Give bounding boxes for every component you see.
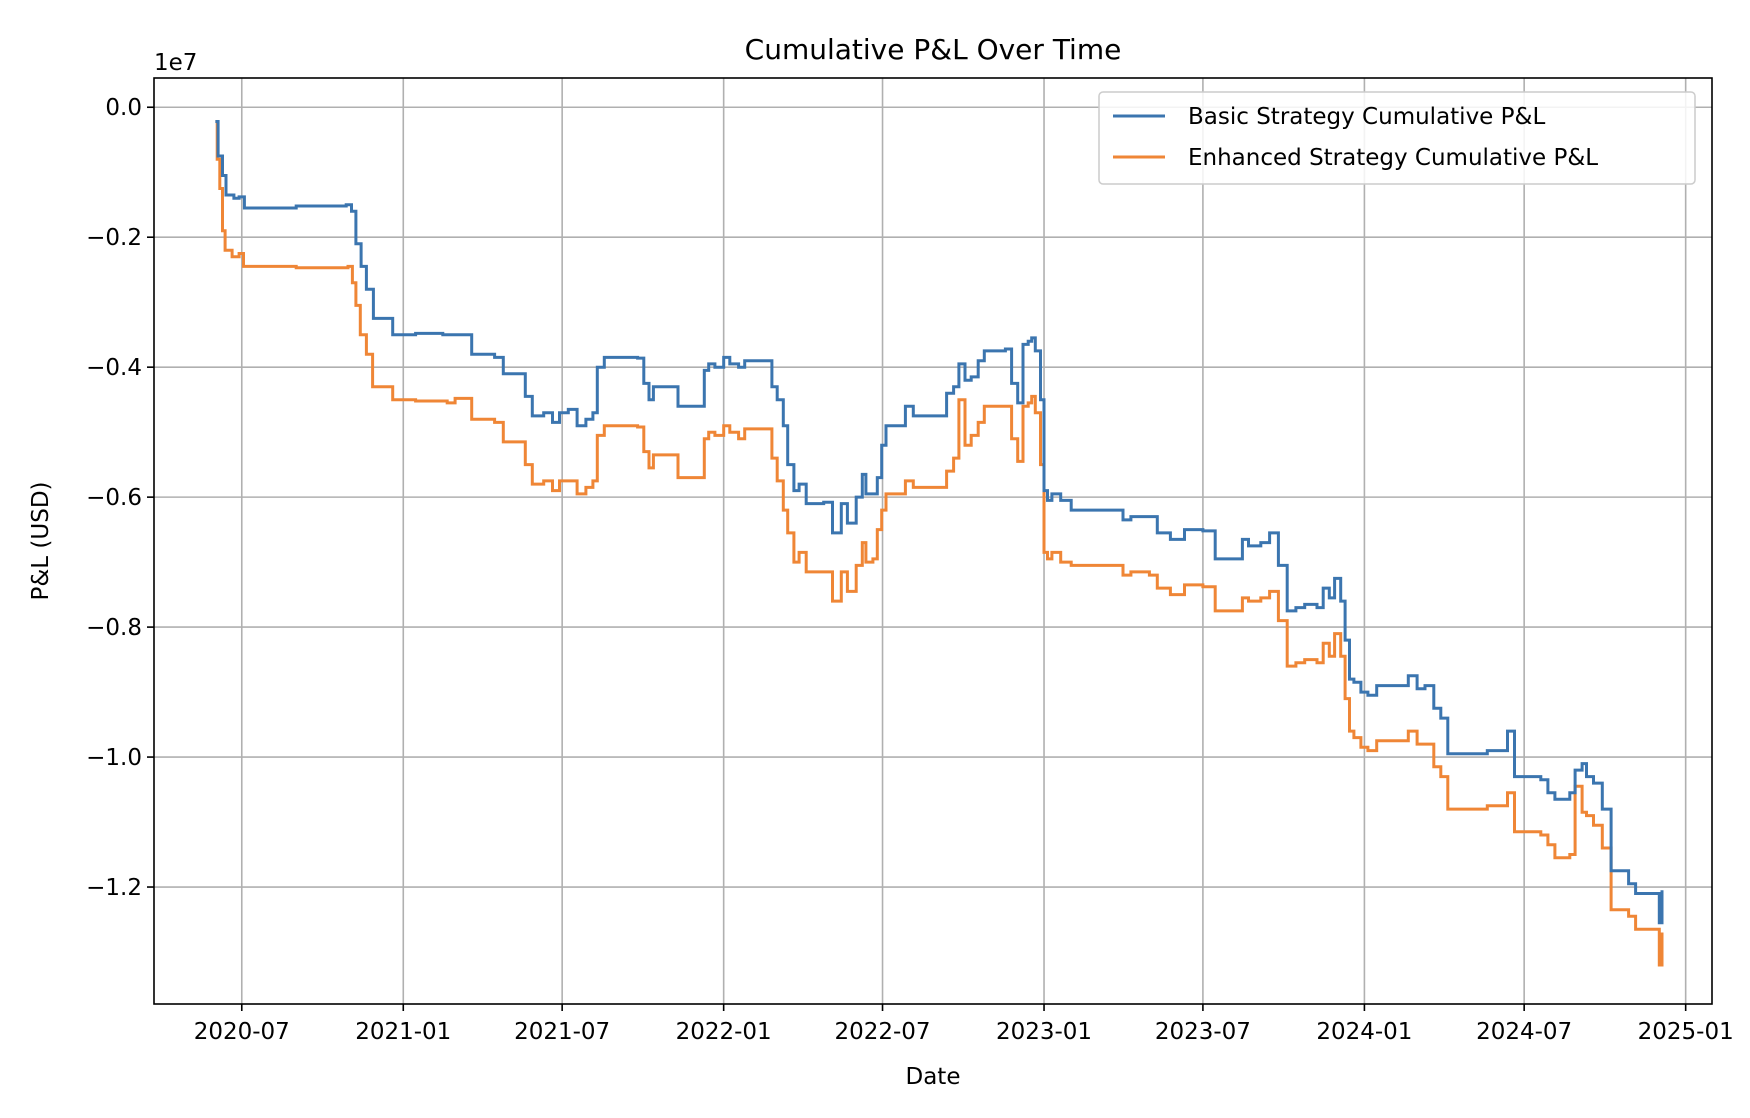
x-tick-label: 2023-07	[1155, 1019, 1251, 1045]
legend-label-basic: Basic Strategy Cumulative P&L	[1188, 104, 1545, 130]
y-scale-label: 1e7	[154, 50, 197, 76]
y-tick-label: −0.4	[86, 355, 142, 381]
legend-box	[1098, 91, 1696, 185]
y-tick-label: −0.8	[86, 615, 142, 641]
x-tick-label: 2023-01	[996, 1019, 1092, 1045]
y-tick-label: 0.0	[105, 95, 142, 121]
plot-frame	[153, 77, 1713, 1005]
ticks: 2020-07 2021-01 2021-07 2022-01 2022-07 2023-…	[86, 95, 1734, 1045]
x-tick-label: 2022-07	[834, 1019, 930, 1045]
x-tick-label: 2022-01	[676, 1019, 772, 1045]
x-tick-label: 2024-07	[1476, 1019, 1572, 1045]
x-tick-label: 2021-07	[514, 1019, 610, 1045]
series-layer	[215, 120, 1664, 967]
y-tick-label: −1.2	[86, 875, 142, 901]
y-tick-label: −1.0	[86, 745, 142, 771]
legend: Basic Strategy Cumulative P&L Enhanced S…	[1098, 91, 1696, 185]
x-tick-label: 2021-01	[355, 1019, 451, 1045]
enhanced-strategy-line	[215, 120, 1664, 967]
x-tick-label: 2024-01	[1316, 1019, 1412, 1045]
x-axis-title: Date	[906, 1064, 961, 1090]
x-tick-label: 2025-01	[1638, 1019, 1734, 1045]
chart-title: Cumulative P&L Over Time	[745, 33, 1122, 66]
x-tick-label: 2020-07	[194, 1019, 290, 1045]
y-axis-title: P&L (USD)	[28, 481, 54, 600]
y-tick-label: −0.6	[86, 485, 142, 511]
y-tick-label: −0.2	[86, 225, 142, 251]
basic-strategy-line	[215, 120, 1664, 925]
legend-label-enhanced: Enhanced Strategy Cumulative P&L	[1188, 145, 1598, 171]
